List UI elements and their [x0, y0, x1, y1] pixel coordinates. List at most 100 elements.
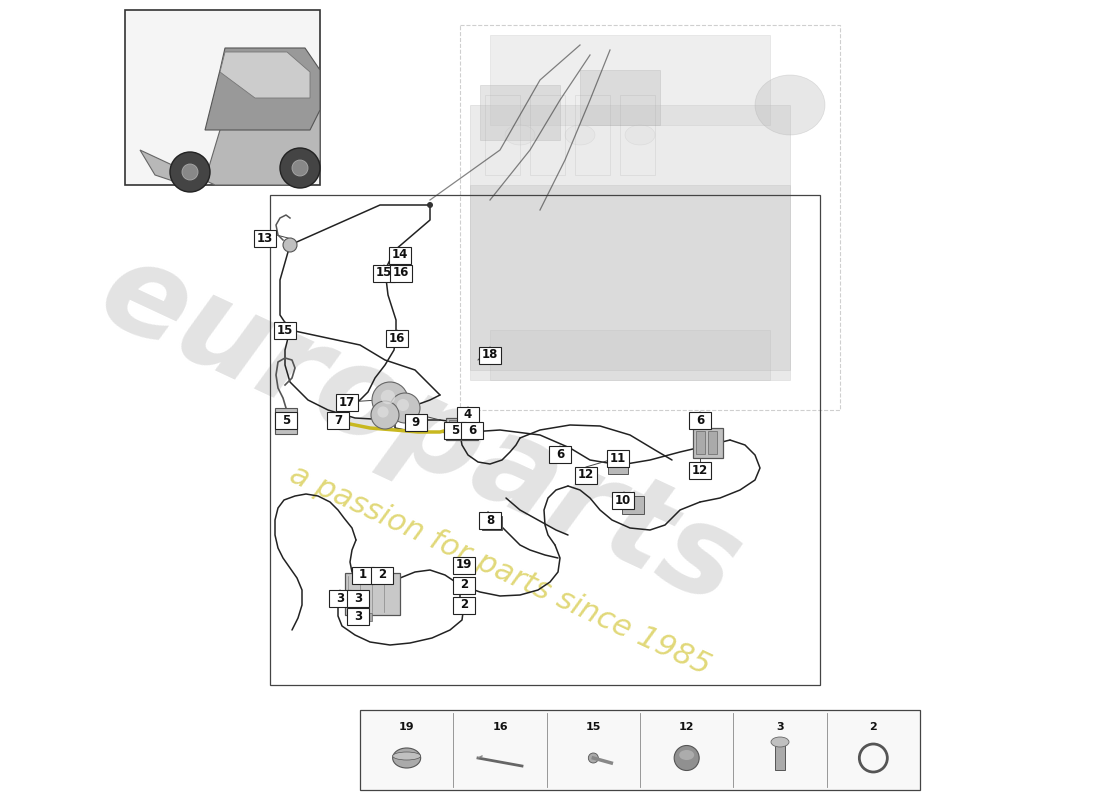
Text: 15: 15 — [376, 266, 393, 279]
Bar — [453, 557, 475, 574]
Text: 3: 3 — [354, 610, 362, 622]
Circle shape — [182, 164, 198, 180]
Circle shape — [588, 753, 598, 763]
Bar — [453, 597, 475, 614]
Bar — [356, 613, 363, 621]
Text: 6: 6 — [468, 423, 476, 437]
Bar — [336, 394, 358, 410]
Bar — [607, 450, 629, 466]
Text: 2: 2 — [378, 569, 386, 582]
Text: 3: 3 — [777, 722, 784, 732]
Circle shape — [371, 401, 399, 429]
Bar — [386, 330, 408, 346]
Bar — [345, 573, 400, 615]
Text: 15: 15 — [585, 722, 601, 732]
Bar — [446, 418, 478, 440]
Bar — [352, 566, 374, 583]
Bar — [346, 613, 354, 621]
Text: 6: 6 — [696, 414, 704, 426]
Bar — [405, 414, 427, 430]
Bar — [478, 511, 500, 529]
Bar — [444, 422, 466, 438]
Bar — [689, 462, 711, 478]
Bar — [490, 35, 770, 125]
Bar — [689, 411, 711, 429]
Text: 14: 14 — [392, 249, 408, 262]
Text: 2: 2 — [460, 578, 469, 591]
Bar — [480, 85, 560, 140]
Bar — [575, 466, 597, 483]
Bar — [490, 330, 770, 380]
Bar — [612, 491, 634, 509]
Bar — [696, 431, 705, 454]
Circle shape — [372, 382, 408, 418]
Text: 16: 16 — [388, 331, 405, 345]
Bar — [449, 420, 460, 437]
Bar — [453, 577, 475, 594]
Bar — [575, 95, 611, 175]
Ellipse shape — [565, 125, 595, 145]
Text: 5: 5 — [451, 423, 459, 437]
Bar — [530, 95, 565, 175]
Bar — [346, 607, 368, 625]
Ellipse shape — [755, 75, 825, 135]
Polygon shape — [140, 70, 320, 185]
Bar — [470, 185, 790, 380]
Bar — [608, 452, 628, 474]
Circle shape — [456, 431, 463, 437]
Text: 16: 16 — [492, 722, 508, 732]
Bar — [620, 95, 654, 175]
Circle shape — [280, 148, 320, 188]
Text: 17: 17 — [339, 395, 355, 409]
Text: 3: 3 — [336, 591, 344, 605]
Bar — [270, 195, 820, 685]
Text: 5: 5 — [282, 414, 290, 426]
Bar — [371, 566, 393, 583]
Text: 4: 4 — [464, 409, 472, 422]
Text: 11: 11 — [609, 451, 626, 465]
Text: 12: 12 — [578, 469, 594, 482]
Text: 10: 10 — [615, 494, 631, 506]
Text: 13: 13 — [257, 231, 273, 245]
Text: 12: 12 — [692, 463, 708, 477]
Bar — [776, 742, 785, 770]
Bar — [463, 420, 474, 437]
Text: 12: 12 — [679, 722, 694, 732]
Text: 15: 15 — [277, 323, 294, 337]
Bar — [254, 230, 276, 246]
Bar — [390, 265, 412, 282]
Text: europarts: europarts — [81, 229, 759, 631]
Bar — [456, 406, 478, 423]
Bar — [482, 516, 502, 530]
Bar — [485, 95, 520, 175]
Text: 3: 3 — [354, 591, 362, 605]
Text: 9: 9 — [411, 415, 420, 429]
Bar — [478, 346, 500, 363]
Bar — [460, 25, 840, 410]
Bar — [693, 428, 723, 458]
Ellipse shape — [393, 752, 420, 760]
Circle shape — [170, 152, 210, 192]
Text: 19: 19 — [455, 558, 472, 571]
Bar — [365, 613, 372, 621]
Text: 2: 2 — [869, 722, 877, 732]
Circle shape — [283, 238, 297, 252]
Ellipse shape — [679, 750, 694, 760]
Text: 8: 8 — [486, 514, 494, 526]
Circle shape — [397, 399, 409, 411]
Circle shape — [381, 390, 395, 404]
Polygon shape — [220, 52, 310, 98]
Ellipse shape — [625, 125, 654, 145]
Bar — [360, 710, 920, 790]
Bar — [580, 70, 660, 125]
Ellipse shape — [674, 746, 700, 770]
Bar — [389, 246, 411, 263]
Text: a passion for parts since 1985: a passion for parts since 1985 — [285, 459, 715, 681]
Bar — [470, 105, 790, 370]
Bar — [327, 411, 349, 429]
Bar — [373, 265, 395, 282]
Polygon shape — [205, 48, 320, 130]
Circle shape — [285, 325, 295, 335]
Bar — [329, 590, 351, 606]
Text: 6: 6 — [556, 447, 564, 461]
